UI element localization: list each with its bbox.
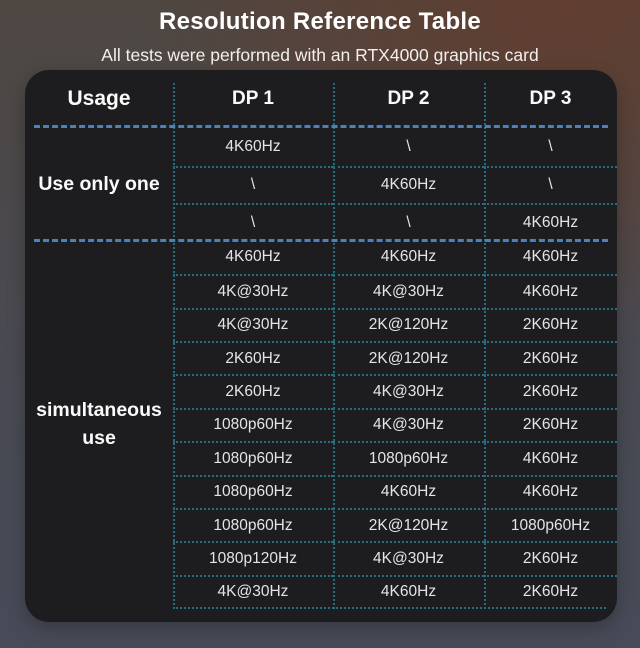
header-separator: [34, 125, 608, 128]
resolution-cell-dp1: 2K60Hz: [173, 374, 333, 407]
resolution-cell-dp2: \: [333, 203, 484, 241]
column-header-dp2: DP 2: [387, 88, 430, 109]
column-header-dp3: DP 3: [529, 88, 572, 109]
resolution-cell-dp2: 4K@30Hz: [333, 541, 484, 574]
resolution-cell-dp2: \: [406, 137, 411, 155]
resolution-cell-dp2: 4K60Hz: [333, 474, 484, 508]
resolution-reference-table: Usage DP 1 DP 2 DP 3 Use only one 4K60Hz \…: [25, 70, 617, 622]
resolution-cell-dp3: 2K60Hz: [484, 374, 617, 407]
resolution-cell-dp1: 4K@30Hz: [173, 574, 333, 608]
resolution-cell-dp3: 2K60Hz: [484, 574, 617, 608]
resolution-cell-dp1: \: [173, 165, 333, 204]
resolution-cell-dp2: 4K@30Hz: [333, 407, 484, 441]
resolution-cell-dp1: 4K@30Hz: [173, 274, 333, 307]
resolution-cell-dp1: 1080p60Hz: [173, 441, 333, 474]
table-bottom-divider: [173, 607, 606, 609]
resolution-cell-dp1: 1080p60Hz: [173, 474, 333, 508]
resolution-cell-dp2: 2K@120Hz: [333, 340, 484, 374]
resolution-cell-dp1: 4K60Hz: [225, 137, 281, 155]
resolution-cell-dp1: 1080p60Hz: [173, 407, 333, 441]
resolution-cell-dp2: 4K60Hz: [333, 165, 484, 204]
page-title: Resolution Reference Table: [158, 8, 482, 35]
resolution-cell-dp3: 4K60Hz: [484, 203, 617, 241]
column-divider-3: [484, 83, 486, 609]
section-separator: [34, 239, 608, 242]
section-label-use-only-one: Use only one: [38, 173, 160, 196]
page-subtitle: All tests were performed with an RTX4000…: [101, 45, 539, 65]
resolution-cell-dp3: 4K60Hz: [522, 248, 579, 266]
resolution-cell-dp1: 2K60Hz: [173, 340, 333, 374]
resolution-cell-dp2: 4K@30Hz: [333, 274, 484, 307]
resolution-cell-dp2: 4K60Hz: [380, 248, 437, 266]
resolution-cell-dp1: 4K@30Hz: [173, 307, 333, 341]
resolution-cell-dp1: 1080p60Hz: [173, 507, 333, 541]
resolution-cell-dp3: \: [484, 165, 617, 204]
column-divider-2: [333, 83, 335, 609]
resolution-cell-dp3: 4K60Hz: [484, 441, 617, 474]
resolution-cell-dp3: 2K60Hz: [484, 407, 617, 441]
resolution-cell-dp3: 2K60Hz: [484, 541, 617, 574]
resolution-cell-dp1: 4K60Hz: [225, 248, 281, 266]
column-header-dp1: DP 1: [232, 88, 274, 109]
resolution-cell-dp2: 4K@30Hz: [333, 374, 484, 407]
resolution-cell-dp2: 2K@120Hz: [333, 307, 484, 341]
resolution-cell-dp3: 4K60Hz: [484, 474, 617, 508]
section-label-simultaneous-use: simultaneous use: [36, 399, 162, 450]
resolution-cell-dp3: 2K60Hz: [484, 307, 617, 341]
resolution-cell-dp2: 1080p60Hz: [333, 441, 484, 474]
resolution-cell-dp3: \: [548, 137, 553, 155]
resolution-cell-dp3: 2K60Hz: [484, 340, 617, 374]
resolution-cell-dp3: 4K60Hz: [484, 274, 617, 307]
resolution-cell-dp2: 2K@120Hz: [333, 507, 484, 541]
column-header-usage: Usage: [67, 87, 131, 110]
column-divider-1: [173, 83, 175, 609]
resolution-cell-dp1: \: [173, 203, 333, 241]
resolution-cell-dp2: 4K60Hz: [333, 574, 484, 608]
resolution-cell-dp1: 1080p120Hz: [173, 541, 333, 574]
resolution-cell-dp3: 1080p60Hz: [484, 507, 617, 541]
